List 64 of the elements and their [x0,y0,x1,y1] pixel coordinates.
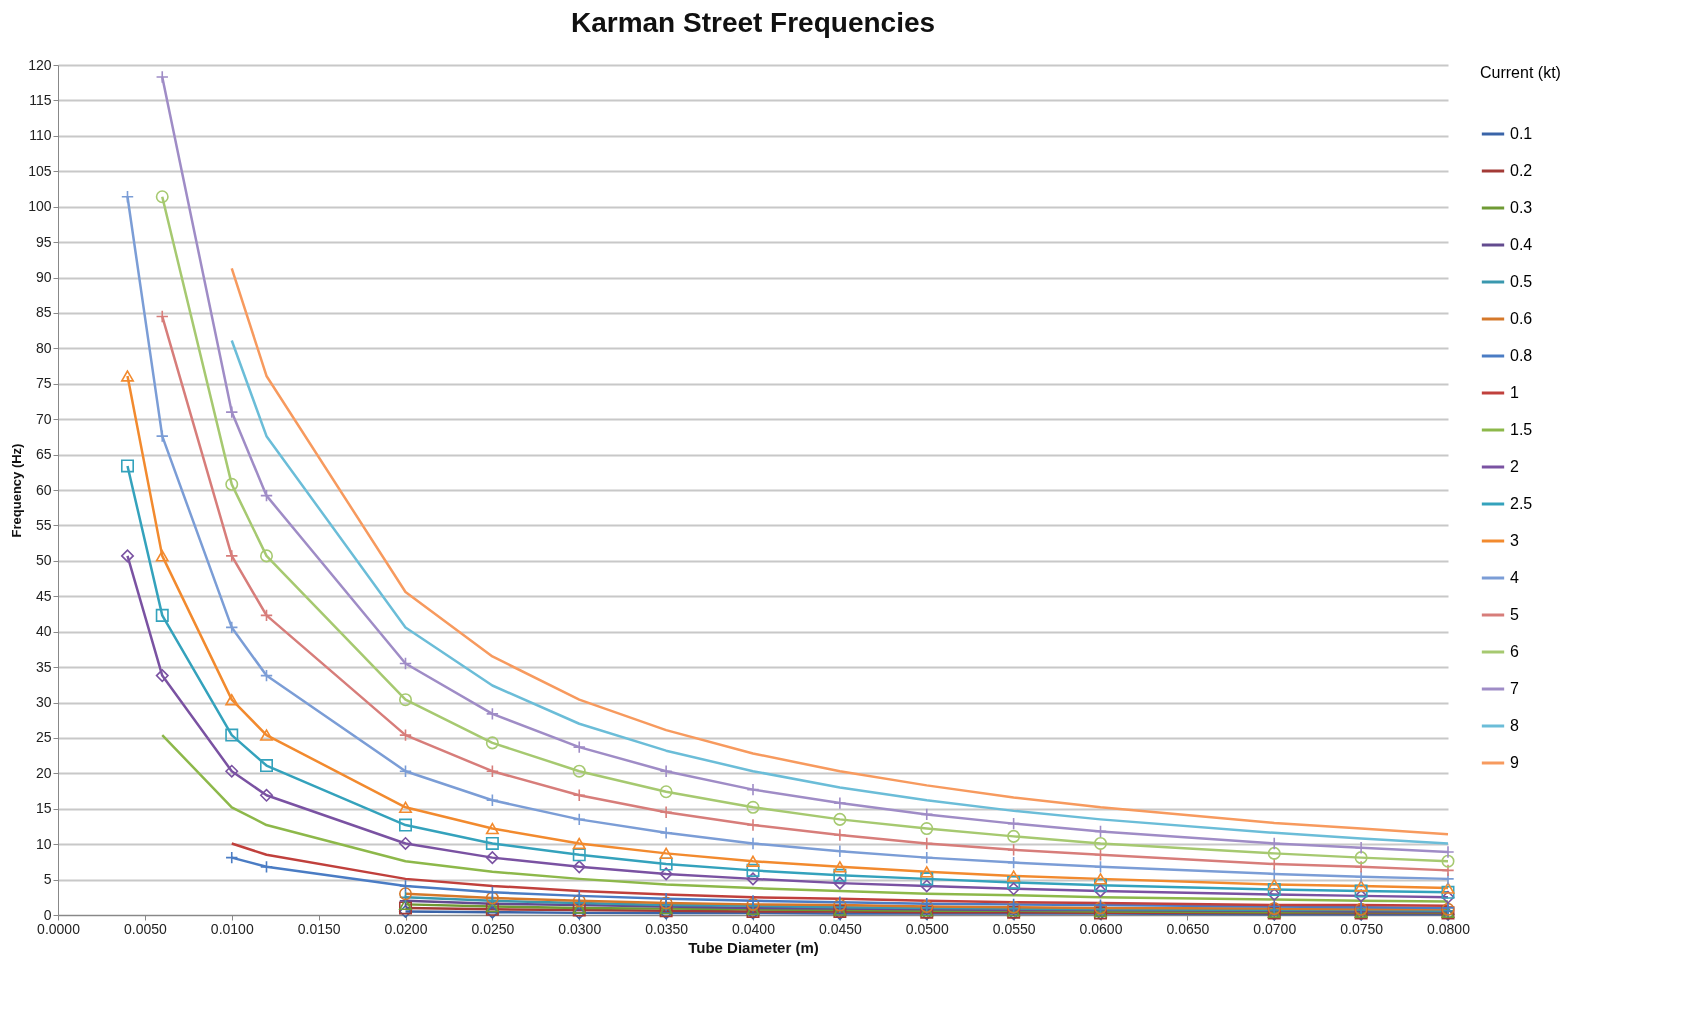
y-tick-label: 120 [28,56,52,73]
x-tick-label: 0.0350 [645,920,689,937]
y-tick-label: 5 [43,871,52,888]
x-tick-label: 0.0050 [123,920,167,937]
y-tick-label: 15 [35,800,52,817]
legend-title: Current (kt) [1480,64,1561,81]
x-tick-label: 0.0500 [905,920,949,937]
legend-label: 0.1 [1510,125,1533,142]
legend-label: 7 [1510,680,1519,697]
y-tick-label: 30 [35,694,52,710]
y-tick-label: 80 [35,339,52,356]
y-tick-label: 75 [35,375,52,392]
y-tick-label: 95 [35,233,52,250]
legend-label: 2 [1510,458,1519,475]
y-tick-label: 100 [28,198,52,215]
legend-label: 0.6 [1510,310,1533,327]
x-tick-label: 0.0300 [558,920,602,937]
y-tick-label: 45 [35,587,52,604]
chart-title: Karman Street Frequencies [570,7,936,38]
y-tick-label: 10 [35,835,52,852]
y-tick-label: 65 [35,446,52,463]
legend-label: 1.5 [1510,421,1533,438]
y-tick-label: 55 [35,516,52,533]
y-tick-label: 40 [35,623,52,640]
y-tick-label: 20 [35,764,52,781]
legend-label: 1 [1510,384,1519,401]
y-tick-label: 115 [29,91,52,108]
legend-label: 4 [1510,569,1519,586]
legend-label: 0.8 [1510,347,1533,364]
legend-label: 0.4 [1510,236,1533,253]
x-tick-label: 0.0750 [1340,920,1384,937]
x-tick-label: 0.0650 [1166,920,1210,937]
x-tick-label: 0.0550 [992,920,1036,937]
x-tick-label: 0.0250 [471,920,515,937]
x-tick-label: 0.0400 [732,920,776,937]
legend-label: 0.2 [1510,162,1533,179]
legend-label: 8 [1510,717,1519,734]
x-tick-label: 0.0800 [1427,920,1471,937]
y-tick-label: 25 [35,729,52,746]
legend-label: 0.5 [1510,273,1533,290]
y-tick-label: 35 [35,658,52,675]
y-tick-label: 85 [35,304,52,321]
y-tick-label: 90 [35,269,52,285]
x-tick-label: 0.0200 [384,920,428,937]
y-tick-label: 60 [35,481,52,498]
x-axis-title: Tube Diameter (m) [688,938,819,956]
y-tick-label: 110 [29,127,52,144]
x-tick-label: 0.0600 [1079,920,1123,937]
y-tick-label: 50 [35,552,52,569]
y-axis-title: Frequency (Hz) [9,443,25,538]
x-tick-label: 0.0150 [297,920,341,937]
legend-label: 6 [1510,643,1519,660]
legend-label: 5 [1510,606,1519,623]
x-tick-label: 0.0450 [818,920,862,937]
legend-label: 9 [1510,754,1519,771]
x-tick-label: 0.0700 [1253,920,1297,937]
x-tick-label: 0.0000 [37,920,81,937]
legend-label: 0.3 [1510,199,1533,216]
y-tick-label: 0 [43,906,52,923]
legend-label: 3 [1510,532,1519,549]
y-tick-label: 105 [28,162,52,179]
y-tick-label: 70 [35,410,52,427]
legend-label: 2.5 [1510,495,1533,512]
x-tick-label: 0.0100 [210,920,254,937]
